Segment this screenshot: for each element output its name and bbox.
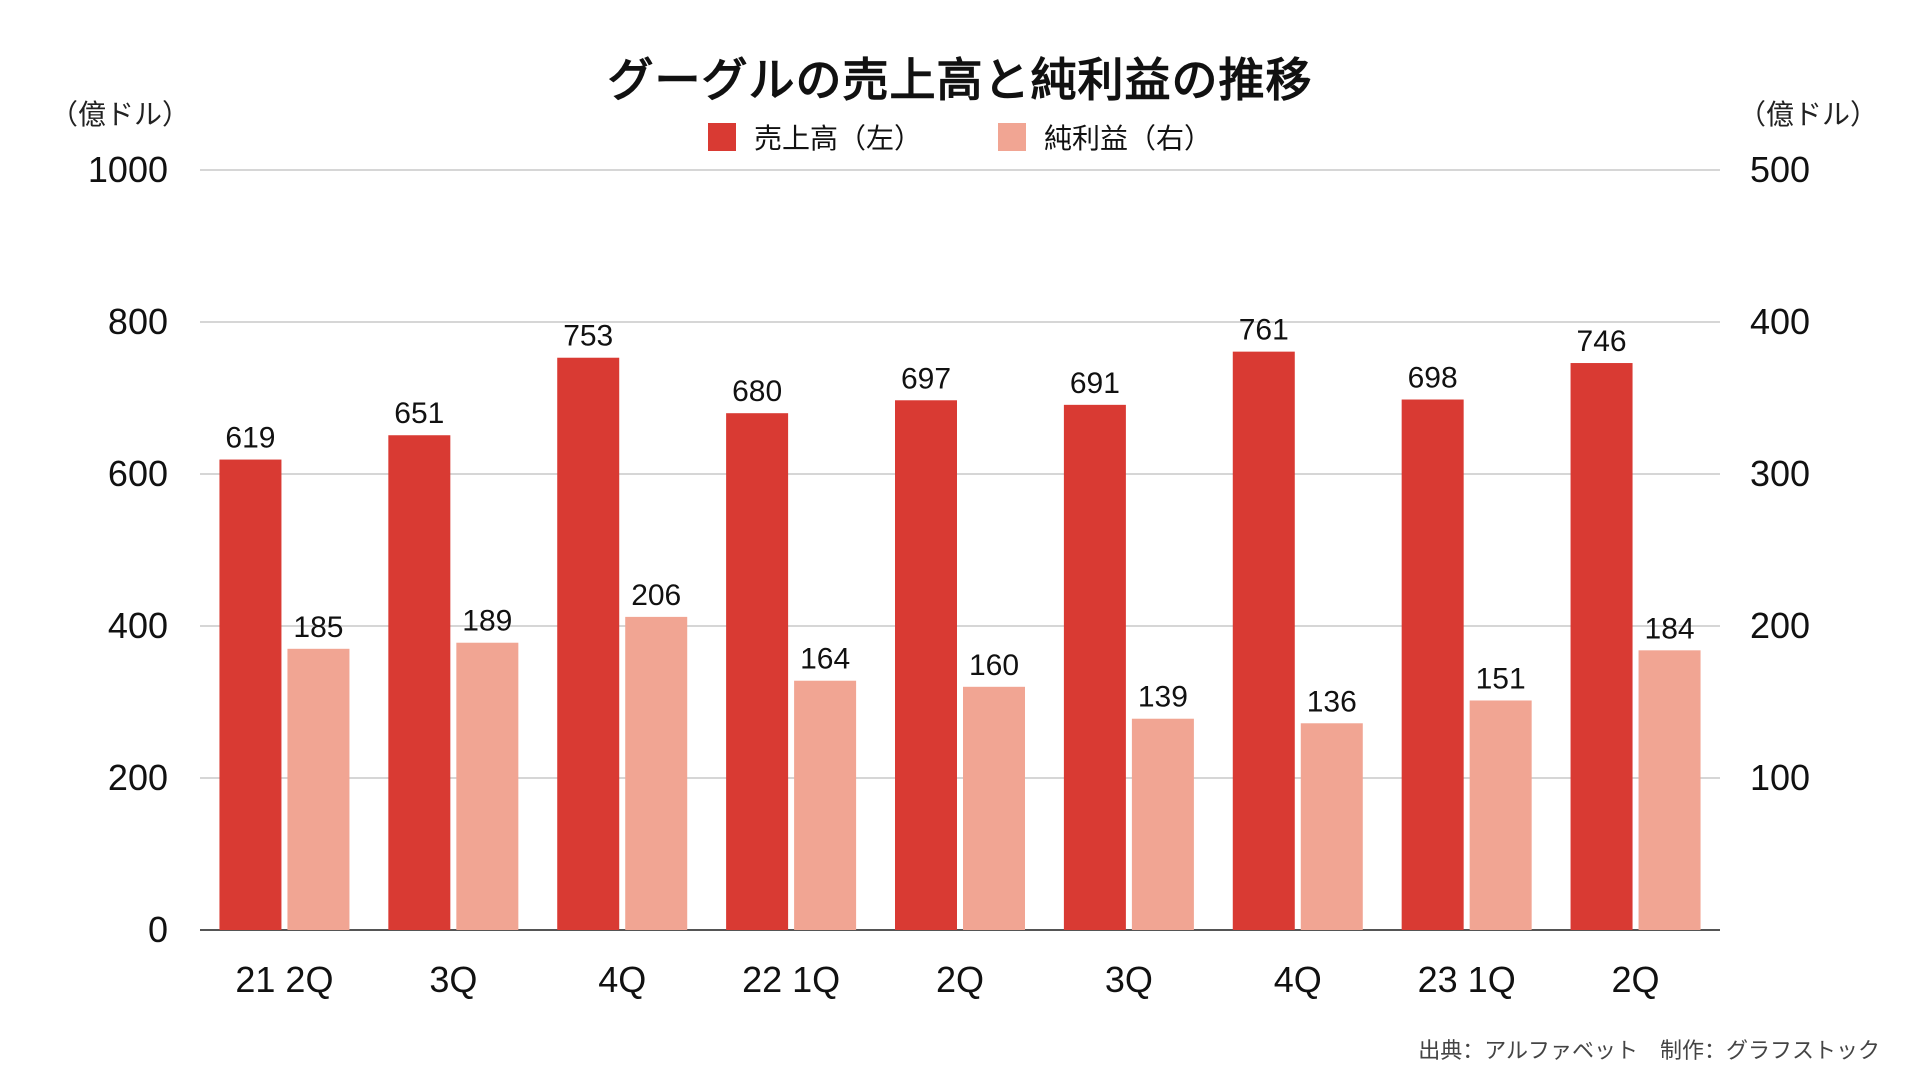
- x-tick-label: 23 1Q: [1418, 959, 1516, 1000]
- bar-net-income: [794, 680, 857, 930]
- data-label-net-income: 185: [293, 611, 343, 644]
- x-tick-label: 21 2Q: [235, 959, 333, 1000]
- x-tick-label: 3Q: [1105, 959, 1153, 1000]
- data-label-revenue: 753: [563, 320, 613, 353]
- data-label-net-income: 189: [462, 605, 512, 638]
- data-label-revenue: 680: [732, 375, 782, 408]
- data-label-net-income: 206: [631, 579, 681, 612]
- left-tick-label: 600: [108, 453, 168, 494]
- bar-revenue: [219, 459, 282, 930]
- bar-net-income: [1638, 650, 1701, 930]
- legend-swatch-revenue: [707, 123, 736, 151]
- data-label-revenue: 761: [1239, 314, 1289, 347]
- legend-item-net-income: 純利益（右）: [998, 117, 1212, 157]
- legend: 売上高（左） 純利益（右）: [0, 117, 1920, 157]
- bar-net-income: [456, 642, 519, 930]
- left-axis-unit: （億ドル）: [50, 98, 191, 131]
- x-tick-label: 4Q: [598, 959, 646, 1000]
- x-tick-label: 2Q: [936, 959, 984, 1000]
- data-label-revenue: 697: [901, 362, 951, 395]
- data-label-revenue: 619: [225, 422, 275, 455]
- bar-net-income: [963, 686, 1025, 930]
- bar-revenue: [1570, 363, 1633, 930]
- left-tick-label: 400: [108, 605, 168, 646]
- data-label-revenue: 746: [1577, 325, 1627, 358]
- left-tick-label: 0: [148, 909, 168, 950]
- data-label-revenue: 691: [1070, 367, 1120, 400]
- right-tick-label: 200: [1750, 605, 1810, 646]
- bar-net-income: [1131, 718, 1194, 930]
- data-label-net-income: 164: [800, 643, 850, 676]
- right-tick-label: 100: [1750, 757, 1810, 798]
- bar-revenue: [388, 435, 451, 930]
- x-tick-label: 2Q: [1612, 959, 1660, 1000]
- legend-swatch-net-income: [998, 123, 1026, 151]
- legend-label-revenue: 売上高（左）: [753, 122, 922, 155]
- data-label-net-income: 139: [1138, 681, 1188, 714]
- data-label-net-income: 151: [1476, 662, 1526, 695]
- data-label-revenue: 698: [1408, 362, 1458, 395]
- bar-revenue: [557, 357, 620, 931]
- chart-title: グーグルの売上高と純利益の推移: [607, 53, 1313, 107]
- source-note: 出典：アルファベット 制作：グラフストック: [1418, 1039, 1880, 1064]
- legend-label-net-income: 純利益（右）: [1044, 122, 1213, 155]
- right-tick-label: 300: [1750, 453, 1810, 494]
- right-tick-label: 400: [1750, 301, 1810, 342]
- bar-revenue: [726, 413, 789, 930]
- x-tick-label: 3Q: [429, 959, 477, 1000]
- right-axis-unit: （億ドル）: [1738, 98, 1879, 131]
- bar-revenue: [1063, 404, 1126, 931]
- data-label-net-income: 184: [1645, 612, 1695, 645]
- bar-revenue: [1232, 351, 1295, 930]
- bar-net-income: [625, 616, 688, 930]
- right-tick-label: 500: [1750, 149, 1810, 190]
- bar-revenue: [1401, 399, 1464, 930]
- x-tick-label: 22 1Q: [742, 959, 840, 1000]
- x-tick-label: 4Q: [1274, 959, 1322, 1000]
- bar-revenue: [895, 400, 957, 930]
- data-label-revenue: 651: [394, 397, 444, 430]
- bar-net-income: [1469, 700, 1532, 930]
- left-tick-label: 800: [108, 301, 168, 342]
- data-label-net-income: 136: [1307, 685, 1357, 718]
- data-label-net-income: 160: [969, 649, 1019, 682]
- legend-item-revenue: 売上高（左）: [707, 117, 922, 157]
- left-tick-label: 1000: [88, 149, 168, 190]
- bar-net-income: [1300, 723, 1363, 930]
- bar-net-income: [287, 648, 350, 930]
- left-tick-label: 200: [108, 757, 168, 798]
